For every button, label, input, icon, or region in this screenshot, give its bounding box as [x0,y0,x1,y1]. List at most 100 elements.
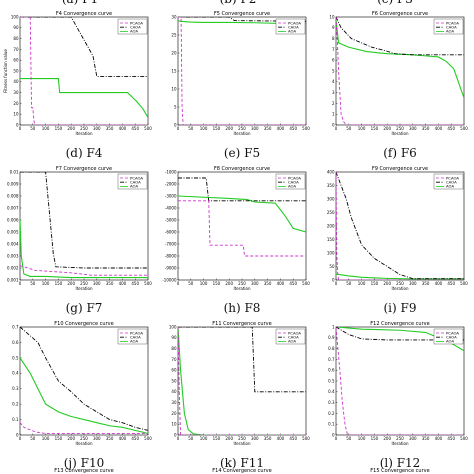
series-line-pcaoa [336,17,464,125]
legend-label: CAOA [130,335,141,340]
y-tick-label: 0.003 [7,253,19,258]
x-tick-label: 250 [396,126,404,131]
y-tick-label: 0.3 [328,400,335,405]
x-tick-label: 50 [346,126,352,131]
bottom-titles-row: F13 Convergence curve F14 Convergence cur… [54,468,429,474]
legend-label: AOA [446,29,454,34]
panel-caption: (j) F10 [64,456,105,470]
y-tick-label: 0 [16,122,19,127]
y-tick-label: 0 [16,432,19,437]
chart-title: F6 Convergence curve [372,11,428,17]
series-line-caoa [20,327,148,431]
x-axis-label: Iteration [76,286,93,291]
x-tick-label: 400 [119,126,127,131]
y-tick-label: 5 [332,68,335,73]
y-tick-label: 60 [171,368,177,373]
x-tick-label: 300 [93,281,101,286]
chart-title: F9 Convergence curve [372,166,428,172]
legend-label: AOA [288,29,296,34]
y-tick-label: 0.2 [328,411,335,416]
y-tick-label: 0.007 [7,205,19,210]
x-tick-label: 0 [19,281,22,286]
x-tick-label: 400 [119,436,127,441]
plot-area [335,171,465,281]
plot-area [335,326,465,436]
plot-area [19,16,149,126]
y-tick-label: 10 [171,422,177,427]
legend-label: PCAOA [288,175,301,180]
top-caption: (a) F1 [62,0,98,6]
legend-label: PCAOA [288,20,301,25]
legend-label: AOA [130,184,138,189]
y-tick-label: 20 [171,411,177,416]
x-tick-label: 150 [55,436,63,441]
series-line-caoa [20,172,148,269]
chart-panel-f8: F8 Convergence curve 0 50 100 150 200 250 300 35… [162,166,310,315]
x-tick-label: 50 [188,281,194,286]
y-tick-label: 0.001 [7,277,19,282]
y-tick-label: 0.01 [10,169,19,174]
y-tick-label: -8000 [165,253,177,258]
x-tick-label: 350 [106,281,114,286]
legend-label: AOA [446,184,454,189]
y-tick-label: 100 [327,250,335,255]
plot-area [177,171,307,281]
y-tick-label: 100 [169,324,177,329]
y-tick-label: 0.3 [12,386,19,391]
panel-caption: (l) F12 [380,456,421,470]
x-tick-label: 0 [19,436,22,441]
x-tick-label: 450 [289,436,297,441]
y-tick-label: 0.7 [12,324,19,329]
x-tick-label: 150 [371,126,379,131]
legend-label: AOA [288,184,296,189]
y-tick-label: 9 [332,25,335,30]
x-tick-label: 300 [409,436,417,441]
legend-label: CAOA [288,180,299,185]
legend-label: CAOA [446,335,457,340]
series-line-pcaoa [178,200,306,257]
legend-label: CAOA [288,335,299,340]
y-tick-label: 250 [327,210,335,215]
x-tick-label: 350 [422,281,430,286]
x-tick-label: 100 [42,436,50,441]
x-tick-label: 250 [396,436,404,441]
y-tick-label: 0.009 [7,181,19,186]
y-tick-label: 20 [171,50,177,55]
y-tick-label: 10 [13,112,19,117]
x-tick-label: 450 [131,436,139,441]
x-tick-label: 200 [383,126,391,131]
legend-label: PCAOA [288,330,301,335]
y-tick-label: 0.7 [328,357,335,362]
x-tick-label: 0 [19,126,22,131]
y-tick-label: 0.4 [328,389,335,394]
x-tick-label: 500 [302,436,310,441]
y-tick-label: 80 [13,36,19,41]
series-line-caoa [336,17,464,56]
x-tick-label: 300 [93,126,101,131]
y-tick-label: 10 [329,14,335,19]
legend-label: CAOA [288,25,299,30]
x-tick-label: 450 [447,126,455,131]
panel-caption: (f) F6 [383,146,417,160]
legend-label: PCAOA [446,330,459,335]
y-tick-label: 20 [13,101,19,106]
y-tick-label: 8 [332,36,335,41]
y-tick-label: 3 [332,90,335,95]
x-tick-label: 50 [30,281,36,286]
x-tick-label: 450 [289,126,297,131]
y-tick-label: 50 [329,264,335,269]
chart-title: F4 Convergence curve [56,11,112,17]
y-tick-label: -2000 [165,181,177,186]
x-tick-label: 0 [177,281,180,286]
y-tick-label: 1 [332,112,335,117]
chart-panel-f7: F7 Convergence curve 0 50 100 150 200 250 300 35… [7,166,152,315]
y-tick-label: -6000 [165,229,177,234]
x-tick-label: 200 [383,281,391,286]
series-line-caoa [178,177,306,202]
x-tick-label: 200 [67,281,75,286]
x-axis-label: Iteration [76,131,93,136]
x-tick-label: 400 [277,281,285,286]
